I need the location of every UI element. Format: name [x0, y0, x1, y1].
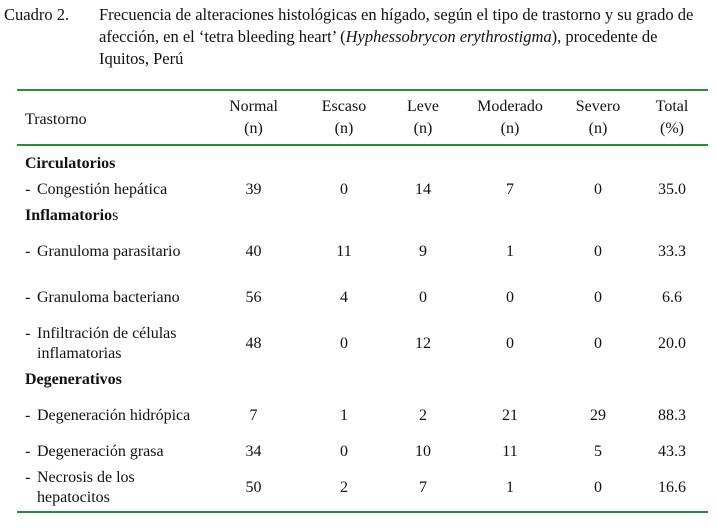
- group-row: Inflamatorios: [17, 203, 708, 229]
- cell-leve: 14: [415, 181, 431, 198]
- cell-moderado: 1: [506, 243, 514, 260]
- table-row: - Degeneración grasa 34 0 10 11 5 43.3: [17, 439, 708, 465]
- header-total: Total (%): [655, 98, 689, 137]
- cell-moderado: 11: [502, 443, 518, 460]
- cell-normal: 7: [249, 407, 258, 424]
- table-row: - Necrosis de los hepatocitos 50 2 7 1 0 …: [17, 465, 708, 511]
- cell-normal: 40: [245, 243, 262, 260]
- cell-severo: 5: [594, 443, 602, 460]
- cell-moderado: 0: [506, 335, 514, 352]
- top-rule: [17, 89, 708, 91]
- header-trastorno: Trastorno: [25, 111, 87, 128]
- cell-severo: 29: [590, 407, 606, 424]
- cell-escaso: 11: [336, 243, 352, 260]
- table-row: - Degeneración hidrópica 7 1 2 21 29 88.3: [17, 393, 708, 439]
- header-escaso: Escaso (n): [321, 98, 367, 137]
- cell-leve: 0: [419, 289, 427, 306]
- cell-normal: 34: [245, 443, 262, 460]
- row-label: - Granuloma parasitario: [25, 243, 181, 260]
- row-label: - Infiltración de células inflamatorias: [25, 325, 177, 362]
- bottom-rule: [17, 511, 708, 513]
- caption-species: Hyphessobrycon erythrostigma: [345, 27, 552, 46]
- row-label: - Degeneración grasa: [25, 443, 164, 460]
- group-row: Circulatorios: [17, 148, 708, 177]
- row-label: - Degeneración hidrópica: [25, 407, 191, 424]
- cell-severo: 0: [594, 181, 602, 198]
- cell-leve: 2: [419, 407, 427, 424]
- cell-normal: 48: [245, 335, 262, 352]
- cell-moderado: 21: [502, 407, 518, 424]
- header-leve: Leve (n): [407, 98, 439, 137]
- table-row: - Granuloma bacteriano 56 4 0 0 0 6.6: [17, 275, 708, 321]
- cell-total: 35.0: [658, 181, 686, 198]
- caption-text: Frecuencia de alteraciones histológicas …: [99, 4, 711, 70]
- caption-label: Cuadro 2.: [4, 5, 70, 24]
- data-table: Trastorno Normal (n) Escaso (n) Leve (n) Mo…: [17, 92, 708, 511]
- cell-normal: 56: [245, 289, 262, 306]
- cell-severo: 0: [594, 289, 602, 306]
- header-moderado: Moderado (n): [477, 98, 543, 137]
- cell-severo: 0: [594, 479, 602, 496]
- cell-escaso: 0: [340, 181, 348, 198]
- cell-severo: 0: [594, 335, 602, 352]
- cell-escaso: 2: [340, 479, 348, 496]
- cell-moderado: 1: [506, 479, 514, 496]
- group-row: Degenerativos: [17, 367, 708, 393]
- table-row: - Infiltración de células inflamatorias 4…: [17, 321, 708, 367]
- table-row: - Congestión hepática 39 0 14 7 0 35.0: [17, 177, 708, 203]
- caption-text-start: Frecuencia de alteraciones histológicas …: [99, 5, 694, 46]
- cell-total: 88.3: [658, 407, 686, 424]
- group-degenerativos: Degenerativos: [25, 371, 122, 388]
- cell-leve: 7: [419, 479, 427, 496]
- row-label: - Granuloma bacteriano: [25, 289, 180, 306]
- header-normal: Normal (n): [229, 98, 278, 137]
- header-severo: Severo (n): [575, 98, 621, 137]
- caption-text-end: ), procedente de Iquitos, Perú: [99, 27, 658, 68]
- row-label: - Congestión hepática: [25, 181, 168, 198]
- cell-total: 33.3: [658, 243, 686, 260]
- cell-severo: 0: [594, 243, 602, 260]
- header-rule: [17, 144, 708, 146]
- cell-leve: 12: [415, 335, 431, 352]
- cell-moderado: 7: [506, 181, 514, 198]
- cell-moderado: 0: [506, 289, 514, 306]
- cell-total: 16.6: [658, 479, 686, 496]
- cell-total: 43.3: [658, 443, 686, 460]
- group-inflamatorios: Inflamatorios: [25, 207, 119, 224]
- cell-escaso: 1: [340, 407, 348, 424]
- table-row: - Granuloma parasitario 40 11 9 1 0 33.3: [17, 229, 708, 275]
- cell-escaso: 0: [340, 335, 348, 352]
- cell-escaso: 4: [340, 289, 348, 306]
- cell-normal: 39: [245, 181, 262, 198]
- cell-leve: 10: [415, 443, 431, 460]
- group-circulatorios: Circulatorios: [25, 155, 116, 172]
- cell-escaso: 0: [340, 443, 348, 460]
- cell-total: 6.6: [662, 289, 682, 306]
- cell-total: 20.0: [658, 335, 686, 352]
- cell-normal: 50: [245, 479, 262, 496]
- cell-leve: 9: [419, 243, 427, 260]
- header-row: Trastorno Normal (n) Escaso (n) Leve (n) Mo…: [17, 92, 708, 148]
- table-body: Circulatorios - Congestión hepática 39 0 …: [17, 148, 708, 511]
- row-label: - Necrosis de los hepatocitos: [25, 469, 135, 506]
